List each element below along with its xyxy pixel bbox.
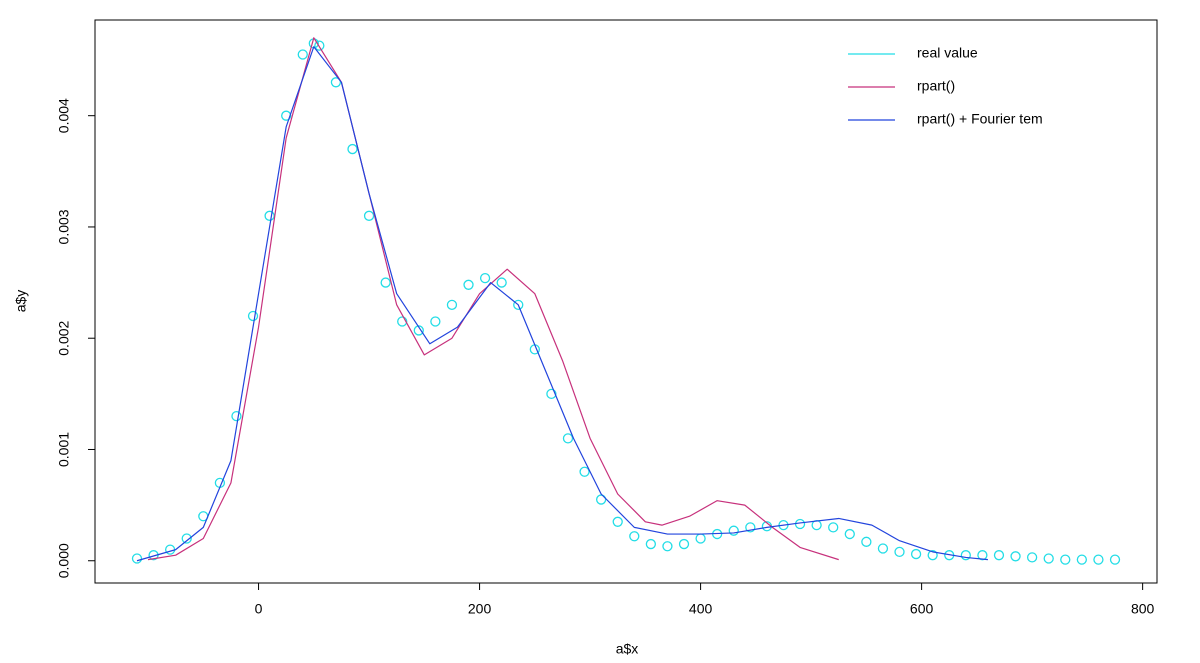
data-point xyxy=(397,316,408,327)
data-point xyxy=(430,316,441,327)
data-point xyxy=(927,550,938,561)
data-line xyxy=(136,46,988,562)
data-point xyxy=(463,279,474,290)
data-point xyxy=(993,550,1005,561)
data-point xyxy=(1060,554,1071,565)
data-point xyxy=(330,77,342,88)
x-tick-label: 600 xyxy=(910,601,934,617)
data-point xyxy=(231,410,242,422)
data-point xyxy=(745,522,756,533)
data-point xyxy=(645,538,657,550)
data-point xyxy=(1109,554,1121,565)
data-point xyxy=(1076,554,1088,565)
data-point xyxy=(977,550,988,561)
data-point xyxy=(1026,552,1038,563)
data-point xyxy=(861,536,872,547)
data-point xyxy=(264,210,275,221)
data-point xyxy=(347,143,358,155)
data-point xyxy=(164,544,176,555)
data-point xyxy=(794,518,806,530)
data-point xyxy=(1093,554,1104,565)
data-point xyxy=(629,531,640,542)
x-tick-label: 800 xyxy=(1131,601,1155,617)
data-point xyxy=(562,433,574,444)
x-tick-label: 200 xyxy=(468,601,492,617)
data-point xyxy=(1010,551,1021,562)
x-axis-label: a$x xyxy=(616,641,639,657)
y-tick-label: 0.004 xyxy=(56,98,72,133)
data-point xyxy=(380,277,391,288)
legend-label: rpart() + Fourier tem xyxy=(917,111,1043,127)
data-point xyxy=(828,522,839,533)
x-tick-label: 400 xyxy=(689,601,713,617)
plot-frame xyxy=(94,19,1158,584)
data-point xyxy=(131,553,143,564)
data-point xyxy=(363,210,375,221)
y-tick-label: 0.000 xyxy=(56,543,72,578)
data-line xyxy=(147,37,839,561)
data-point xyxy=(297,49,308,60)
data-point xyxy=(546,388,557,399)
legend-label: real value xyxy=(917,45,978,61)
data-point xyxy=(513,299,524,310)
x-tick-label: 0 xyxy=(255,601,263,617)
data-point xyxy=(678,538,690,550)
data-point xyxy=(181,533,192,544)
data-point xyxy=(844,528,855,540)
y-tick-label: 0.002 xyxy=(56,320,72,355)
data-point xyxy=(595,494,607,505)
data-point xyxy=(281,110,292,121)
data-point xyxy=(579,466,590,477)
y-axis-label: a$y xyxy=(13,290,29,313)
data-point xyxy=(1043,553,1054,564)
data-point xyxy=(413,325,424,336)
data-point xyxy=(960,550,971,561)
data-point xyxy=(496,277,507,288)
data-point xyxy=(695,533,706,544)
data-point xyxy=(894,546,905,557)
data-point xyxy=(728,525,739,536)
data-point xyxy=(612,516,623,527)
data-point xyxy=(479,272,491,284)
data-point xyxy=(446,299,458,310)
data-point xyxy=(811,519,822,531)
data-point xyxy=(314,40,325,51)
data-point xyxy=(910,548,922,560)
legend-label: rpart() xyxy=(917,78,955,94)
y-tick-label: 0.003 xyxy=(56,209,72,244)
data-point xyxy=(877,543,889,554)
y-tick-label: 0.001 xyxy=(56,432,72,467)
data-point xyxy=(662,541,673,552)
data-point xyxy=(247,310,259,322)
